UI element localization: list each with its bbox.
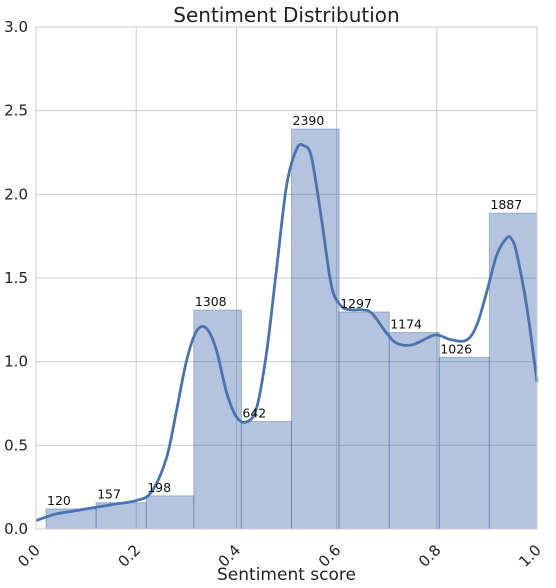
histogram-bar [291, 128, 340, 530]
x-tick-label: 0.0 [14, 541, 44, 571]
y-tick-label: 0.5 [4, 436, 28, 454]
y-tick-label: 2.5 [4, 102, 28, 120]
y-tick-label: 2.0 [4, 185, 28, 203]
histogram-bar [388, 332, 440, 530]
histogram-bar [145, 495, 195, 530]
histogram-bar [438, 356, 490, 530]
histogram-bar [193, 309, 242, 530]
x-axis-label: Sentiment score [217, 565, 356, 585]
bar-count-label: 2390 [293, 113, 325, 128]
bar-count-label: 198 [147, 480, 171, 495]
x-tick-label: 1.0 [515, 541, 545, 571]
histogram-bar [488, 212, 538, 530]
bar-count-label: 1297 [340, 296, 372, 311]
y-tick-label: 1.5 [4, 269, 28, 287]
bar-count-labels: 120 157 198 1308 642 2390 1297 1174 1026 1887 [47, 113, 522, 508]
bar-count-label: 157 [97, 487, 121, 502]
histogram-bar [240, 421, 293, 530]
histogram-bars [45, 128, 538, 530]
bar-count-label: 1887 [490, 197, 522, 212]
kde-density-curve [35, 143, 539, 522]
bar-count-label: 642 [242, 406, 266, 421]
y-axis-tick-labels: 0.0 0.5 1.0 1.5 2.0 2.5 3.0 [4, 18, 28, 538]
y-tick-label: 3.0 [4, 18, 28, 36]
histogram-bar [338, 311, 390, 530]
y-tick-label: 1.0 [4, 353, 28, 371]
bar-count-label: 1026 [440, 341, 472, 356]
chart-title: Sentiment Distribution [173, 3, 399, 27]
x-tick-label: 0.8 [415, 541, 445, 571]
bar-count-label: 120 [47, 493, 71, 508]
plot-frame [35, 26, 538, 530]
bar-count-label: 1308 [195, 294, 227, 309]
x-tick-label: 0.2 [114, 541, 144, 571]
y-tick-label: 0.0 [4, 520, 28, 538]
bar-count-label: 1174 [390, 317, 422, 332]
